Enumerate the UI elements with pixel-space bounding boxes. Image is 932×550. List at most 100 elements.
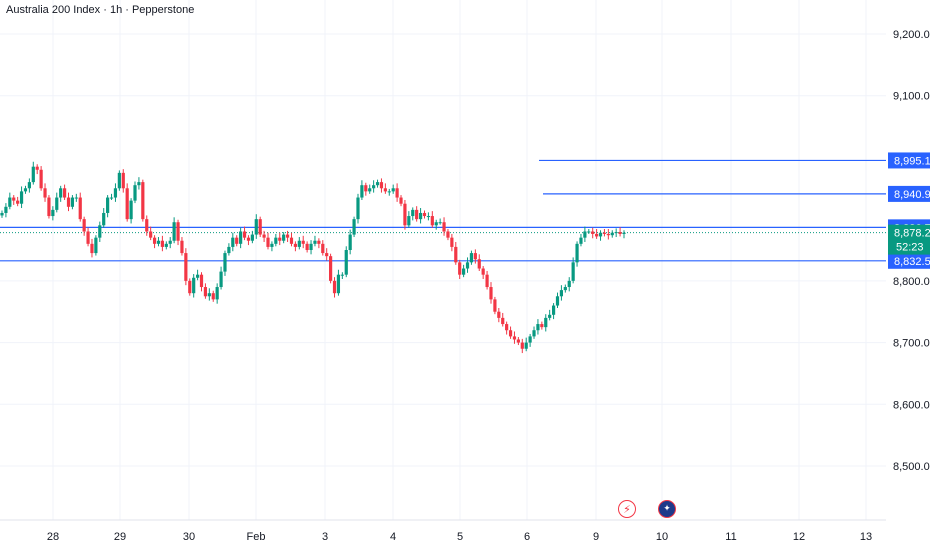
plot-background bbox=[0, 0, 886, 520]
candle-body bbox=[426, 216, 431, 218]
candle-body bbox=[465, 262, 470, 269]
candle-body bbox=[587, 231, 591, 233]
candles-layer bbox=[0, 161, 626, 354]
flag-au-icon[interactable]: ✦ bbox=[658, 500, 676, 518]
time-axis[interactable]: 28 29 30 Feb 3 4 5 6 9 10 11 12 13 bbox=[0, 519, 886, 543]
candle-body bbox=[360, 185, 364, 198]
candle-body bbox=[51, 209, 55, 217]
candle-body bbox=[462, 268, 466, 275]
candle-body bbox=[391, 188, 395, 192]
candle-body bbox=[78, 197, 82, 220]
candle-body bbox=[66, 197, 71, 207]
candle-body bbox=[149, 231, 153, 238]
candle-body bbox=[618, 232, 622, 234]
level-price-tag bbox=[888, 252, 930, 269]
candle-body bbox=[113, 188, 118, 198]
candle-body bbox=[215, 287, 219, 300]
candle-body bbox=[602, 232, 607, 234]
candle-body bbox=[551, 305, 556, 315]
candle-body bbox=[39, 169, 43, 189]
candle-body bbox=[293, 243, 297, 247]
time-axis-label: Feb bbox=[247, 531, 266, 543]
candle-body bbox=[74, 197, 78, 199]
candle-body bbox=[336, 274, 341, 294]
level-price-label: 8,995.1 bbox=[894, 155, 931, 167]
candle-body bbox=[340, 274, 344, 276]
candle-body bbox=[23, 188, 28, 192]
candle-body bbox=[121, 172, 125, 189]
candle-body bbox=[493, 299, 497, 312]
candle-body bbox=[242, 231, 247, 238]
candle-body bbox=[35, 166, 39, 170]
candle-body bbox=[266, 237, 270, 247]
candle-body bbox=[497, 311, 501, 318]
candle-body bbox=[168, 240, 172, 244]
candle-body bbox=[489, 287, 493, 300]
candle-body bbox=[579, 237, 583, 244]
candle-body bbox=[94, 237, 98, 254]
current-price-tag bbox=[888, 224, 930, 255]
candle-body bbox=[364, 185, 368, 192]
time-axis-label: 5 bbox=[457, 531, 463, 543]
time-axis-label: 9 bbox=[593, 531, 599, 543]
price-axis-label: 9,200.0 bbox=[893, 29, 930, 41]
candle-body bbox=[505, 324, 509, 331]
candle-body bbox=[555, 296, 560, 306]
grid-layer bbox=[0, 0, 886, 520]
candle-body bbox=[481, 268, 485, 275]
candle-body bbox=[325, 253, 329, 257]
candle-body bbox=[344, 250, 348, 275]
candle-body bbox=[348, 234, 352, 250]
candle-body bbox=[477, 259, 481, 269]
candle-body bbox=[219, 271, 223, 288]
time-axis-label: 11 bbox=[725, 531, 736, 543]
candle-body bbox=[102, 212, 106, 226]
candle-body bbox=[43, 188, 47, 198]
candle-body bbox=[614, 232, 618, 234]
candle-body bbox=[559, 290, 564, 297]
candle-body bbox=[274, 237, 278, 244]
candle-body bbox=[207, 293, 211, 297]
candle-body bbox=[188, 280, 192, 294]
candle-body bbox=[591, 231, 595, 234]
candle-body bbox=[536, 324, 540, 331]
candle-body bbox=[164, 243, 168, 247]
level-price-label: 8,832.5 bbox=[894, 256, 931, 268]
price-axis-background[interactable] bbox=[886, 0, 932, 550]
candle-body bbox=[62, 188, 67, 198]
current-price-label: 8,878.2 bbox=[894, 228, 931, 240]
candle-body bbox=[278, 237, 282, 241]
candle-body bbox=[282, 234, 286, 241]
candle-body bbox=[415, 209, 419, 220]
candle-body bbox=[55, 197, 59, 210]
time-axis-label: 4 bbox=[390, 531, 396, 543]
candle-body bbox=[192, 277, 196, 294]
candle-body bbox=[106, 197, 110, 213]
candle-body bbox=[246, 237, 251, 241]
candle-body bbox=[250, 234, 254, 241]
time-axis-label: 29 bbox=[114, 531, 126, 543]
candle-body bbox=[184, 253, 188, 281]
candle-body bbox=[567, 280, 571, 288]
lightning-icon[interactable]: ⚡ bbox=[618, 500, 636, 518]
candle-body bbox=[301, 240, 305, 244]
candle-body bbox=[133, 185, 137, 201]
candle-body bbox=[332, 280, 337, 294]
price-axis[interactable]: 9,200.0 9,100.0 8,800.0 8,700.0 8,600.0 8,500… bbox=[893, 29, 930, 473]
candle-body bbox=[231, 237, 235, 247]
candle-body bbox=[563, 287, 567, 291]
countdown-label: 52:23 bbox=[896, 242, 924, 254]
price-axis-label: 8,600.0 bbox=[893, 399, 930, 411]
candle-body bbox=[418, 212, 423, 220]
price-axis-label: 8,500.0 bbox=[893, 461, 930, 473]
price-axis-label: 8,800.0 bbox=[893, 276, 930, 288]
candle-body bbox=[129, 200, 133, 220]
candle-body bbox=[544, 317, 548, 328]
candle-body bbox=[407, 216, 411, 226]
candle-body bbox=[329, 256, 333, 281]
candle-body bbox=[227, 246, 231, 254]
price-tags: 8,995.18,940.98,886.78,832.58,878.252:23 bbox=[888, 152, 931, 269]
candle-body bbox=[508, 330, 513, 337]
